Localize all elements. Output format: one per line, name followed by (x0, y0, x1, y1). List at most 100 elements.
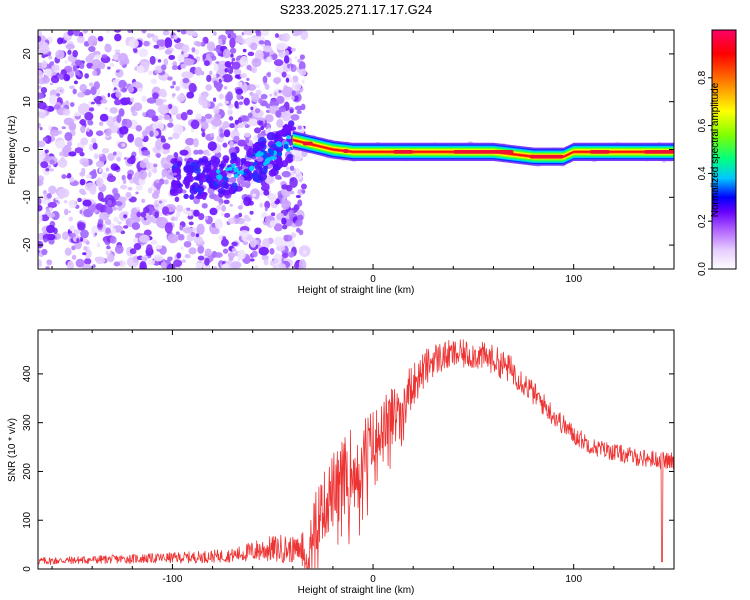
spectrogram-noise-blob (259, 190, 264, 197)
spectrogram-noise-blob (177, 234, 185, 241)
spectrogram-noise-blob (291, 95, 295, 101)
spectrogram-noise-blob (38, 101, 47, 110)
spectrogram-noise-blob (155, 183, 161, 191)
spectrogram-noise-blob (263, 45, 273, 53)
snr-panel: -100 0 100 0 100 200 300 400 Height of straight… (7, 329, 675, 596)
spectrogram-noise-blob (213, 105, 220, 115)
spectrogram-noise-blob (197, 255, 205, 261)
spectrogram-noise-blob (264, 206, 268, 212)
spectrogram-noise-blob (38, 69, 44, 80)
spectrogram-noise-blob (174, 196, 180, 203)
spectrogram-noise-blob (237, 205, 243, 210)
spectrogram-cluster-blob (206, 175, 213, 184)
snr-x-tick-label: 100 (565, 574, 582, 585)
spectrogram-noise-blob (162, 30, 170, 36)
spectrogram-noise-blob (195, 262, 203, 269)
spectrogram-noise-blob (175, 204, 184, 213)
snr-background (38, 330, 674, 569)
spectrogram-noise-blob (147, 187, 153, 194)
spectrogram-noise-blob (127, 186, 133, 191)
spectrogram-noise-blob (247, 51, 255, 57)
spectrogram-noise-blob (255, 84, 260, 88)
spectrogram-noise-blob (183, 51, 189, 58)
spectrogram-noise-blob (119, 126, 129, 135)
spectrogram-noise-blob (269, 220, 276, 228)
spectrogram-cluster-blob (270, 155, 275, 160)
spectrogram-noise-blob (177, 54, 185, 63)
spectrogram-noise-blob (219, 132, 225, 138)
snr-x-tick-label: 0 (370, 574, 376, 585)
spectrogram-noise-blob (68, 199, 77, 209)
spectrogram-noise-blob (294, 261, 300, 269)
spectrogram-noise-blob (40, 161, 49, 169)
spectrogram-noise-blob (152, 167, 158, 174)
spectrogram-noise-blob (142, 112, 146, 117)
spectrogram-peak-segment (643, 149, 674, 154)
spectrogram-noise-blob (292, 75, 299, 83)
spectrogram-noise-blob (49, 129, 60, 137)
spectrogram-noise-blob (294, 56, 298, 60)
spectrogram-noise-blob (82, 263, 93, 269)
spectrogram-noise-blob (93, 81, 100, 90)
spectrogram-noise-blob (107, 92, 111, 98)
spectrogram-noise-blob (45, 266, 50, 269)
spectrogram-noise-blob (289, 176, 298, 188)
spectrogram-noise-blob (213, 80, 218, 86)
spectrogram-noise-blob (220, 238, 229, 247)
spectrogram-noise-blob (48, 55, 53, 60)
spectrogram-noise-blob (167, 256, 173, 262)
spectrogram-noise-blob (143, 217, 147, 221)
spectrogram-noise-blob (290, 47, 296, 52)
spectrogram-cluster-blob (263, 150, 267, 155)
spectrogram-noise-blob (278, 53, 283, 57)
spectrogram-cluster-blob (223, 182, 230, 190)
spectrogram-noise-blob (268, 193, 277, 203)
spectrogram-noise-blob (107, 253, 115, 263)
spectrogram-noise-blob (163, 58, 169, 66)
spectrogram-noise-blob (172, 259, 183, 267)
spectrogram-noise-blob (243, 196, 252, 207)
spectrogram-noise-blob (69, 225, 76, 232)
spectrogram-cluster-blob (256, 156, 264, 162)
spectrogram-noise-blob (194, 49, 200, 55)
spectrogram-cluster-blob (231, 182, 238, 190)
spectrogram-noise-blob (85, 55, 94, 64)
spectrogram-cluster-blob (262, 161, 268, 167)
spectrogram-noise-blob (175, 86, 181, 91)
spectrogram-cluster-blob (283, 123, 289, 133)
spectrogram-noise-blob (164, 37, 173, 49)
spectrogram-noise-blob (180, 30, 187, 35)
spectrogram-noise-blob (38, 212, 43, 224)
spectrogram-noise-blob (149, 130, 154, 137)
spectrogram-noise-blob (235, 88, 244, 95)
spectrogram-noise-blob (82, 160, 89, 168)
spectrogram-noise-blob (141, 198, 146, 204)
spectrogram-cluster-blob (228, 186, 234, 194)
spectrogram-noise-blob (75, 258, 85, 268)
spectrogram-noise-blob (244, 138, 250, 144)
spectrogram-noise-blob (127, 86, 135, 93)
spectrogram-noise-blob (295, 219, 303, 227)
spectrogram-noise-blob (212, 97, 217, 102)
spectrogram-noise-blob (291, 81, 302, 92)
spectrogram-noise-blob (274, 33, 280, 38)
spectrogram-noise-blob (246, 64, 252, 71)
spectrogram-noise-blob (71, 245, 76, 251)
spectrogram-noise-blob (295, 171, 303, 180)
spectrogram-noise-blob (285, 166, 290, 170)
spectrogram-noise-blob (79, 188, 86, 194)
spectrogram-noise-blob (181, 44, 190, 53)
spectrogram-noise-blob (84, 257, 92, 265)
spectrogram-noise-blob (57, 158, 68, 168)
spectrogram-noise-blob (296, 110, 302, 115)
spectrogram-noise-blob (285, 77, 290, 83)
spectrogram-x-tick-label: 100 (565, 274, 582, 285)
spectrogram-noise-blob (163, 163, 170, 170)
spectrogram-noise-blob (40, 214, 50, 222)
spectrogram-noise-blob (201, 202, 208, 209)
spectrogram-noise-blob (73, 80, 78, 85)
spectrogram-y-tick-label: 0 (22, 146, 33, 152)
spectrogram-y-tick-label: 20 (22, 48, 33, 60)
spectrogram-noise-blob (244, 217, 252, 222)
spectrogram-cluster-blob (231, 163, 236, 168)
